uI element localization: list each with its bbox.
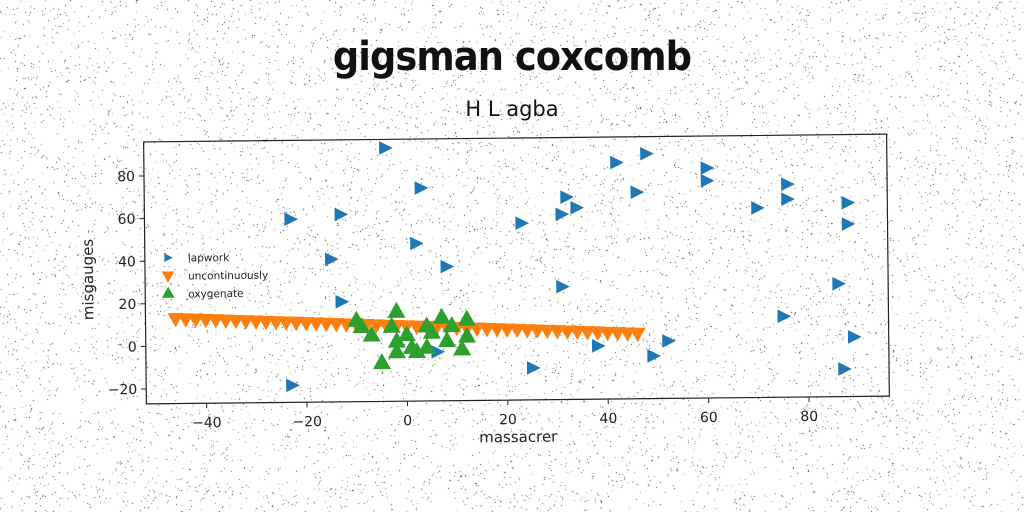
chart-subtitle: H L agba [465,97,559,121]
x-axis: −40 −20 0 20 40 60 80 [192,396,818,431]
x-tick-label: −20 [292,414,322,430]
point-oxygenate-1 [387,301,406,318]
point-lapwork-25 [591,339,606,353]
x-tick-label: 40 [599,411,617,427]
point-lapwork-31 [838,362,852,376]
point-lapwork-12 [334,207,349,222]
legend-marker-oxygenate [161,286,175,298]
point-lapwork-10 [570,200,585,215]
legend-marker-uncontinuously [161,271,175,283]
point-lapwork-23 [335,294,350,309]
point-oxygenate-7 [442,316,461,333]
point-lapwork-24 [777,309,792,324]
point-lapwork-7 [781,177,795,192]
point-lapwork-1 [640,146,654,161]
point-oxygenate-19 [372,353,391,370]
point-lapwork-32 [286,378,300,393]
data-marks [167,141,862,393]
x-axis-label: massacrer [479,428,558,447]
chart-title: gigsman coxcomb [332,34,692,80]
point-oxygenate-17 [387,342,406,359]
x-tick-label: 80 [800,409,818,425]
y-tick-label: −20 [108,382,138,398]
point-lapwork-15 [841,195,856,210]
point-lapwork-17 [841,217,856,231]
point-lapwork-27 [662,334,676,348]
point-uncontinuously-46 [629,327,646,343]
point-oxygenate-2 [432,307,451,324]
point-lapwork-21 [556,279,570,294]
point-oxygenate-10 [422,322,441,339]
legend: lapwork uncontinuously oxygenate [161,252,268,301]
y-axis-label: misgauges [79,239,98,321]
point-lapwork-6 [630,185,645,199]
point-lapwork-2 [610,155,624,170]
point-lapwork-13 [284,212,299,227]
y-tick-label: 60 [118,212,136,228]
point-oxygenate-9 [397,325,416,342]
point-oxygenate-14 [418,337,437,354]
point-lapwork-20 [440,259,455,274]
point-oxygenate-15 [438,331,457,348]
point-lapwork-8 [560,190,574,204]
point-lapwork-29 [647,349,661,363]
point-lapwork-28 [847,330,862,344]
point-lapwork-26 [431,345,446,359]
legend-label-lapwork: lapwork [188,252,230,264]
x-tick-label: 20 [499,412,517,428]
y-tick-label: 40 [118,254,136,270]
x-tick-label: −40 [192,415,222,431]
point-oxygenate-12 [387,331,406,348]
y-tick-label: 80 [117,169,135,185]
legend-label-uncontinuously: uncontinuously [188,270,268,283]
point-lapwork-3 [700,161,715,175]
point-lapwork-11 [555,207,570,222]
legend-marker-lapwork [164,253,173,262]
plot-frame [143,133,890,405]
point-lapwork-19 [324,252,339,267]
point-lapwork-4 [700,174,715,188]
point-oxygenate-5 [382,316,401,333]
point-lapwork-18 [410,236,424,251]
point-lapwork-9 [781,192,795,206]
point-oxygenate-11 [458,326,477,343]
x-tick-label: 60 [700,410,718,426]
legend-label-oxygenate: oxygenate [188,288,243,301]
point-lapwork-14 [751,201,765,215]
point-oxygenate-16 [453,339,472,356]
x-tick-label: 0 [403,413,412,429]
point-lapwork-30 [526,361,541,375]
point-lapwork-16 [515,216,530,231]
point-oxygenate-3 [457,309,476,326]
point-oxygenate-4 [352,317,371,334]
point-lapwork-0 [379,141,393,155]
y-tick-label: 0 [128,339,137,355]
y-axis: −20 0 20 40 60 80 [108,169,147,398]
point-oxygenate-8 [362,325,381,342]
y-tick-label: 20 [118,297,136,313]
point-lapwork-5 [414,181,429,195]
point-oxygenate-18 [408,342,427,359]
point-lapwork-22 [832,277,846,291]
